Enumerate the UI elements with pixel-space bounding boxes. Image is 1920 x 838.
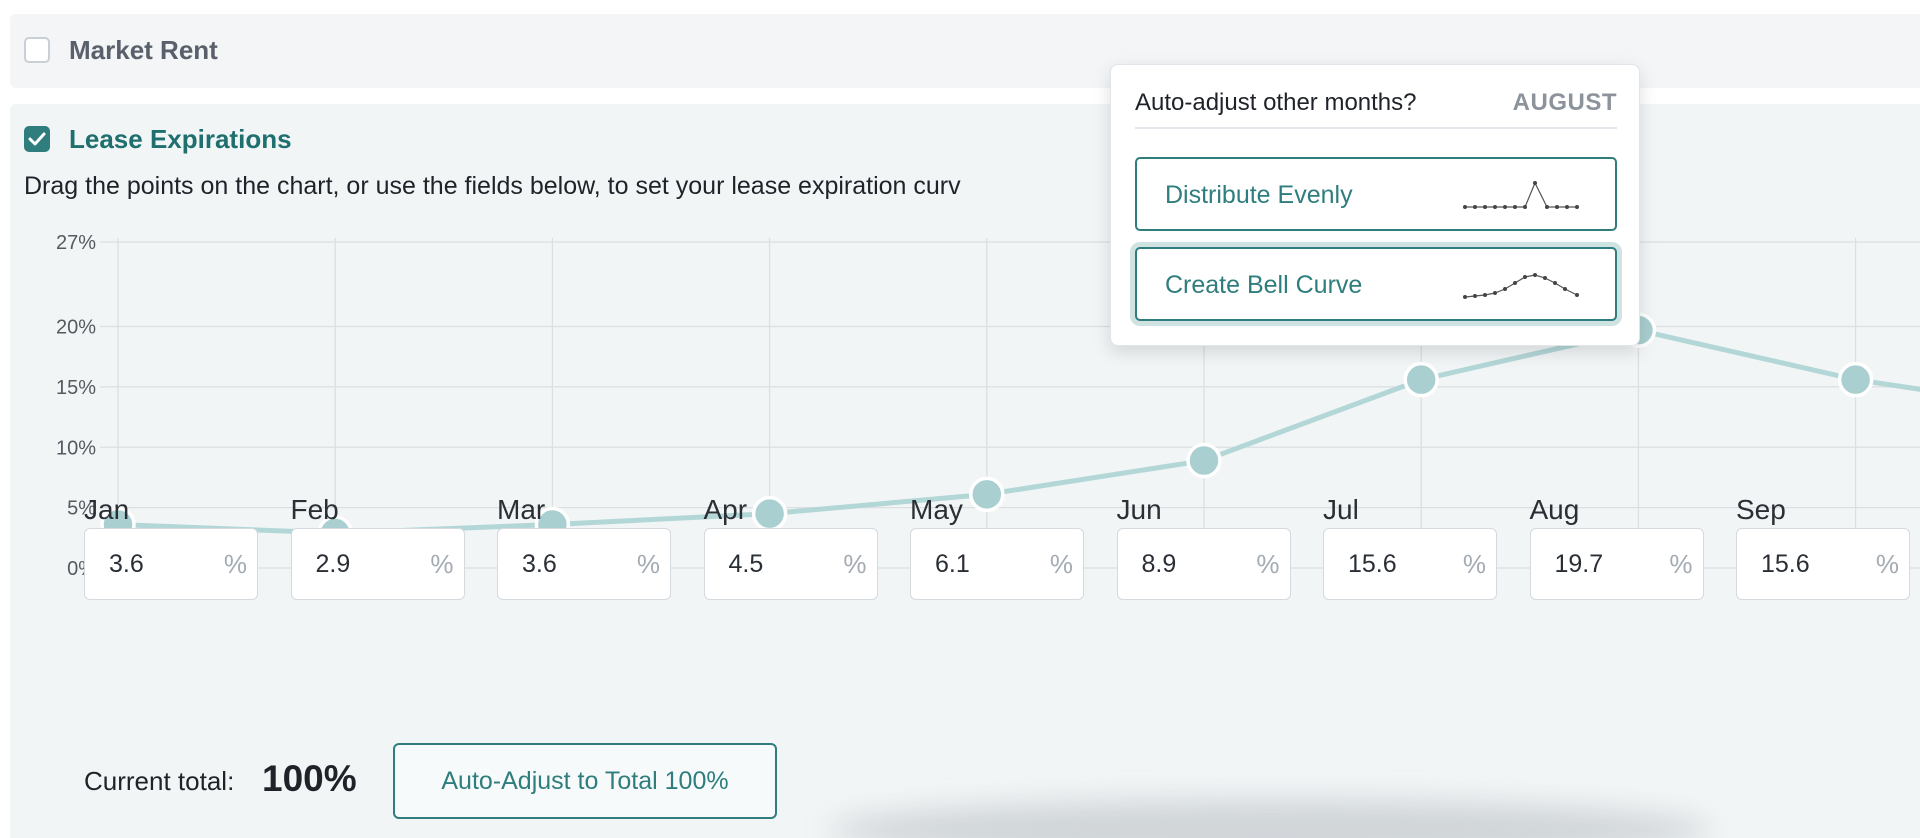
checkmark-icon <box>28 132 46 146</box>
percent-unit: % <box>430 549 454 579</box>
lease-expirations-label[interactable]: Lease Expirations <box>69 124 292 154</box>
month-percent-value[interactable]: 6.1 <box>935 550 970 578</box>
data-point-may[interactable] <box>969 476 1005 513</box>
auto-adjust-total-button[interactable]: Auto-Adjust to Total 100% <box>393 743 777 819</box>
percent-unit: % <box>843 549 867 579</box>
month-percent-value[interactable]: 4.5 <box>728 550 764 578</box>
popover-divider <box>1135 127 1617 129</box>
y-tick-label: 5% <box>67 498 96 520</box>
flat-spike-sparkline-icon <box>1463 181 1579 209</box>
current-total-value: 100% <box>262 758 357 799</box>
month-percent-field[interactable]: 8.9% <box>1116 528 1291 600</box>
month-label: Feb <box>290 494 339 525</box>
month-label: Sep <box>1736 494 1786 525</box>
y-tick-label: 27% <box>56 232 96 254</box>
percent-unit: % <box>636 549 660 579</box>
data-point-jun[interactable] <box>1186 442 1222 479</box>
series-line <box>117 327 1920 536</box>
percent-unit: % <box>1462 549 1486 579</box>
market-rent-checkbox[interactable] <box>24 37 50 63</box>
create-bell-curve-label: Create Bell Curve <box>1165 271 1363 299</box>
month-percent-field[interactable]: 15.6% <box>1736 528 1910 600</box>
month-label: Aug <box>1529 494 1580 525</box>
create-bell-curve-button[interactable]: Create Bell Curve <box>1135 247 1617 321</box>
month-percent-field[interactable]: 3.6% <box>84 528 258 600</box>
y-tick-label: 10% <box>56 437 96 459</box>
month-label: Jan <box>84 494 130 525</box>
month-percent-value[interactable]: 15.6 <box>1761 550 1810 578</box>
month-label: Apr <box>703 494 748 525</box>
y-tick-label: 20% <box>56 317 96 339</box>
market-rent-label[interactable]: Market Rent <box>69 35 218 65</box>
month-percent-value[interactable]: 19.7 <box>1554 550 1604 578</box>
month-label: May <box>910 494 963 525</box>
month-label: Mar <box>497 494 546 525</box>
percent-unit: % <box>223 549 247 579</box>
lease-expirations-checkbox[interactable] <box>24 126 50 152</box>
month-label: Jun <box>1116 494 1162 525</box>
month-percent-field[interactable]: 6.1% <box>910 528 1084 600</box>
month-percent-field[interactable]: 19.7% <box>1529 528 1704 600</box>
month-percent-field[interactable]: 3.6% <box>497 528 671 600</box>
month-percent-value[interactable]: 3.6 <box>522 550 557 578</box>
month-percent-value[interactable]: 8.9 <box>1141 550 1177 578</box>
month-label: Jul <box>1323 494 1359 525</box>
month-percent-value[interactable]: 3.6 <box>109 550 144 578</box>
percent-unit: % <box>1875 549 1899 579</box>
auto-adjust-popover: Auto-adjust other months? AUGUST Distrib… <box>1110 64 1640 346</box>
month-percent-value[interactable]: 15.6 <box>1348 550 1397 578</box>
month-percent-field[interactable]: 15.6% <box>1323 528 1497 600</box>
popover-month: AUGUST <box>1512 89 1617 116</box>
month-percent-field[interactable]: 4.5% <box>703 528 878 600</box>
y-tick-label: 15% <box>56 377 96 399</box>
percent-unit: % <box>1669 549 1693 579</box>
percent-unit: % <box>1256 549 1280 579</box>
current-total-label: Current total: <box>84 766 235 796</box>
month-percent-value[interactable]: 2.9 <box>315 550 351 578</box>
popover-title: Auto-adjust other months? <box>1135 89 1417 116</box>
bell-curve-sparkline-icon <box>1463 273 1579 299</box>
data-point-sep[interactable] <box>1837 361 1874 398</box>
distribute-evenly-button[interactable]: Distribute Evenly <box>1135 157 1617 231</box>
month-percent-field[interactable]: 2.9% <box>290 528 465 600</box>
distribute-evenly-label: Distribute Evenly <box>1165 181 1353 209</box>
instructions-text: Drag the points on the chart, or use the… <box>24 172 961 200</box>
data-point-jul[interactable] <box>1403 361 1439 398</box>
percent-unit: % <box>1049 549 1073 579</box>
data-point-apr[interactable] <box>751 495 788 532</box>
market-rent-row[interactable]: Market Rent <box>10 14 1920 88</box>
